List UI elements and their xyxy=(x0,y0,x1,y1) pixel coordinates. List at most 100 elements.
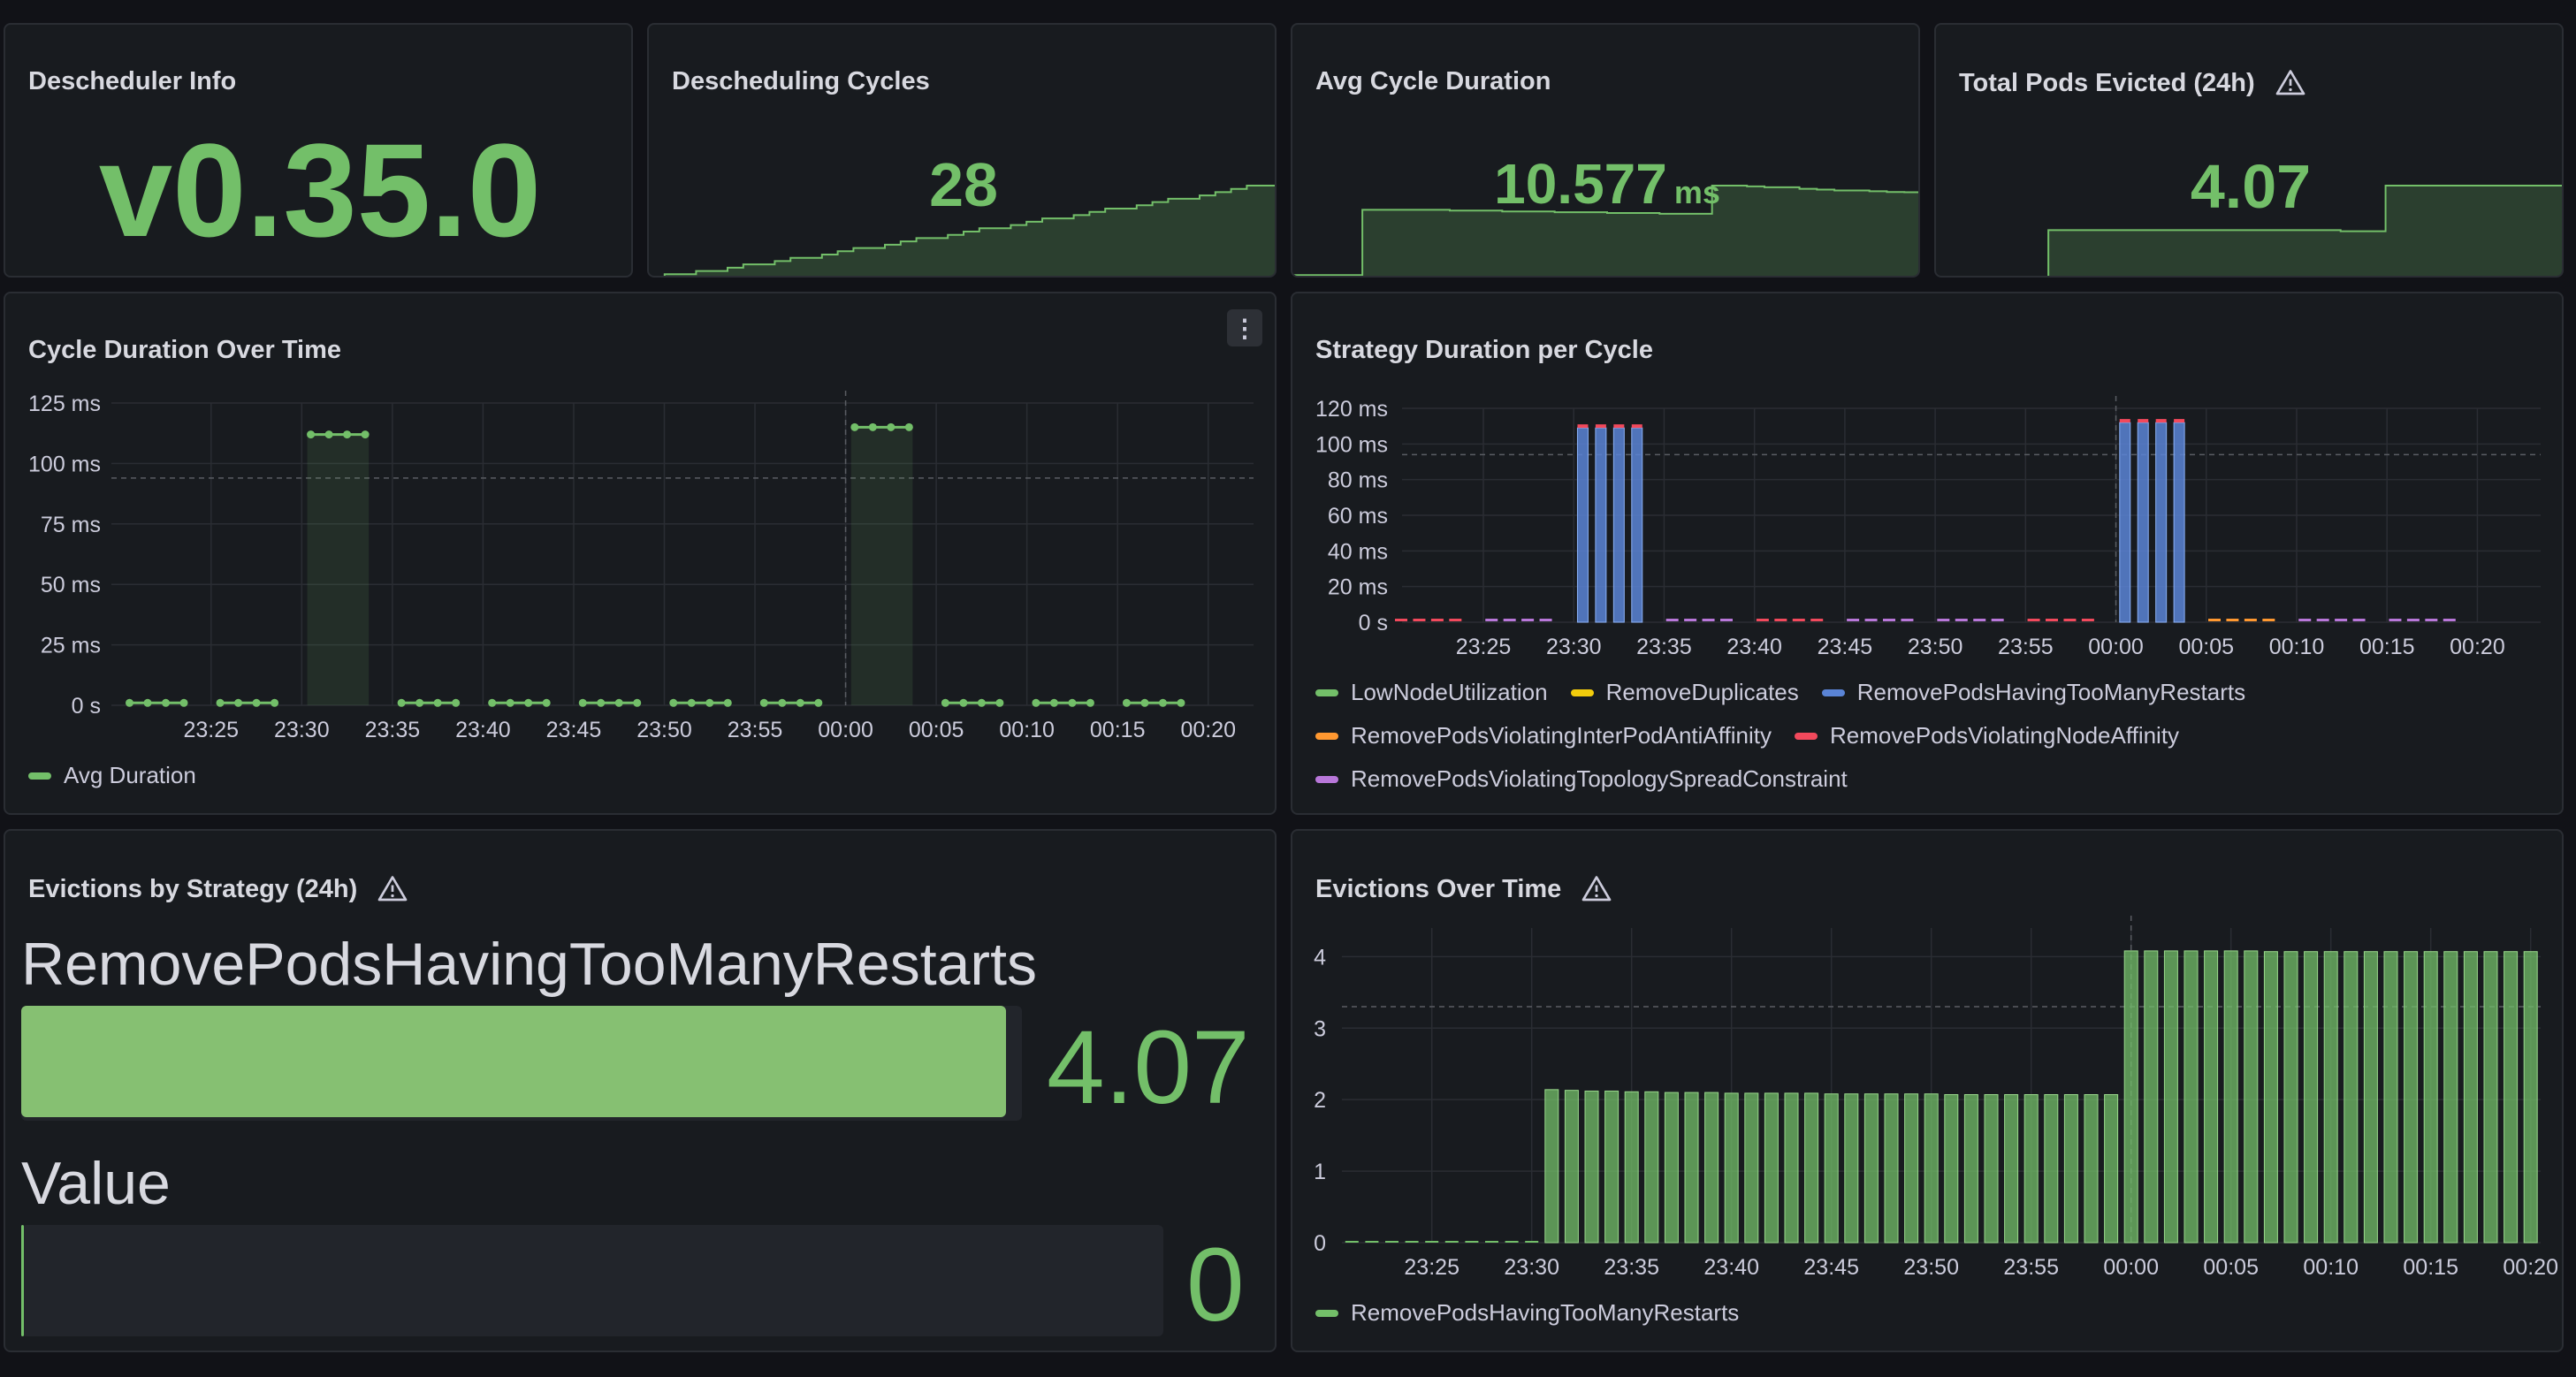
panel-evictions-by-strategy: Evictions by Strategy (24h) RemovePodsHa… xyxy=(4,829,1277,1352)
evicted-value: 4.07 xyxy=(2190,152,2312,221)
panel-total-pods-evicted: Total Pods Evicted (24h) 4.07 xyxy=(1934,23,2564,278)
eviction-bar xyxy=(1684,1092,1699,1244)
strategy-bar xyxy=(1702,619,1715,621)
panel-descheduler-info: Descheduler Info v0.35.0 xyxy=(4,23,633,278)
legend-label: RemovePodsHavingTooManyRestarts xyxy=(1856,679,2246,705)
strategy-bar xyxy=(1395,619,1407,621)
strategy-bar xyxy=(1612,427,1625,623)
strategy-bar xyxy=(1485,619,1498,621)
data-point xyxy=(143,698,152,707)
legend-swatch xyxy=(1570,688,1594,696)
eviction-bar xyxy=(2423,951,2438,1244)
x-tick-label: 23:50 xyxy=(636,718,692,742)
strategy-bar xyxy=(2027,619,2040,621)
data-point xyxy=(397,698,406,707)
eviction-bar xyxy=(1544,1089,1559,1244)
x-tick-label: 23:55 xyxy=(1998,635,2054,659)
strategy-bar xyxy=(1413,619,1426,621)
y-tick-label: 125 ms xyxy=(28,392,101,416)
eviction-bar xyxy=(1485,1241,1498,1243)
data-point xyxy=(452,698,461,707)
strategy-bar xyxy=(1864,619,1878,621)
legend-item[interactable]: RemoveDuplicates xyxy=(1570,679,1799,706)
sparkline-line xyxy=(1292,185,1918,276)
eviction-bar xyxy=(2163,950,2178,1244)
strategy-bar xyxy=(2081,619,2094,621)
eviction-bar xyxy=(2344,951,2359,1244)
eviction-bar xyxy=(1444,1241,1459,1243)
warning-icon[interactable] xyxy=(2275,67,2306,99)
data-point xyxy=(542,698,551,707)
y-tick-label: 0 xyxy=(1314,1231,1326,1256)
panel-cycle-duration-over-time: Cycle Duration Over Time ⋮ 125 ms 100 ms 7… xyxy=(4,292,1277,815)
y-tick-label: 25 ms xyxy=(41,634,101,658)
more-vertical-icon[interactable]: ⋮ xyxy=(1227,309,1262,346)
legend-item[interactable]: LowNodeUtilization xyxy=(1315,679,1548,706)
panel-title-text: Cycle Duration Over Time xyxy=(28,336,342,364)
x-tick-label: 23:30 xyxy=(1504,1255,1559,1280)
strategy-bar xyxy=(2244,619,2257,621)
data-point xyxy=(216,698,225,707)
eviction-bar xyxy=(1804,1092,1819,1244)
data-point xyxy=(669,698,678,707)
sparkline-line xyxy=(2047,185,2562,276)
evicted-sparkline xyxy=(2047,185,2562,276)
x-tick-label: 23:45 xyxy=(1818,635,1873,659)
legend-item[interactable]: RemovePodsHavingTooManyRestarts xyxy=(1821,679,2246,706)
panel-title: Descheduler Info xyxy=(28,67,236,96)
eviction-bar xyxy=(1564,1090,1579,1244)
strategy-bar xyxy=(2119,422,2131,623)
strategy-bar-cap xyxy=(1631,424,1642,429)
eviction-bar xyxy=(2244,950,2259,1244)
strategy-bar xyxy=(1973,619,1986,621)
warning-icon[interactable] xyxy=(377,873,408,905)
x-tick-label: 23:25 xyxy=(1456,635,1512,659)
y-tick-label: 4 xyxy=(1314,945,1326,970)
strategy-bar xyxy=(2137,422,2149,623)
eviction-bar xyxy=(2263,951,2278,1244)
legend-label: RemovePodsViolatingTopologySpreadConstra… xyxy=(1351,765,1848,792)
data-point xyxy=(1032,698,1040,707)
eviction-bar xyxy=(2283,951,2298,1244)
strategy-bar xyxy=(1521,619,1535,621)
eviction-bar xyxy=(2404,951,2419,1244)
x-tick-label: 23:30 xyxy=(274,718,330,742)
x-tick-label: 23:55 xyxy=(728,718,783,742)
strategy-bar xyxy=(1665,619,1679,621)
eviction-bar xyxy=(2463,951,2478,1244)
y-tick-label: 1 xyxy=(1314,1160,1326,1184)
x-tick-label: 00:20 xyxy=(2450,635,2505,659)
x-tick-label: 00:15 xyxy=(1090,718,1146,742)
data-point xyxy=(524,698,533,707)
eviction-bar xyxy=(1963,1094,1978,1244)
legend-item[interactable]: RemovePodsViolatingTopologySpreadConstra… xyxy=(1315,765,2376,793)
legend-item[interactable]: RemovePodsViolatingInterPodAntiAffinity xyxy=(1315,722,1772,749)
bargauge-value: 4.07 xyxy=(1047,1009,1250,1126)
strategy-duration-chart: 120 ms 100 ms 80 ms 60 ms 40 ms 20 ms 0 s 23:25… xyxy=(1315,396,2541,659)
legend-swatch xyxy=(1315,732,1338,740)
x-tick-label: 00:05 xyxy=(2178,635,2234,659)
eviction-bar xyxy=(2084,1094,2099,1244)
legend-item[interactable]: Avg Duration xyxy=(28,762,196,789)
strategy-bar-cap xyxy=(2119,419,2130,423)
panel-title-text: Descheduling Cycles xyxy=(672,67,930,95)
legend-item[interactable]: RemovePodsViolatingNodeAffinity xyxy=(1795,722,2179,749)
avg-duration-number: 10.577 xyxy=(1494,152,1667,216)
legend-item[interactable]: RemovePodsHavingTooManyRestarts xyxy=(1315,1299,1739,1327)
legend-swatch xyxy=(28,772,51,780)
data-point xyxy=(271,698,279,707)
eviction-bar xyxy=(1365,1241,1379,1243)
x-tick-label: 23:30 xyxy=(1546,635,1602,659)
y-tick-label: 50 ms xyxy=(41,573,101,597)
eviction-bar xyxy=(1924,1093,1939,1244)
strategy-bar xyxy=(1955,619,1968,621)
eviction-bar xyxy=(2323,951,2338,1244)
chart-legend: RemovePodsHavingTooManyRestarts xyxy=(1315,1299,1739,1327)
warning-icon[interactable] xyxy=(1581,873,1612,905)
x-tick-label: 23:35 xyxy=(1604,1255,1659,1280)
eviction-bar xyxy=(1904,1093,1919,1244)
strategy-bar xyxy=(1430,619,1444,621)
legend-swatch xyxy=(1315,775,1338,783)
bargauge-track xyxy=(21,1225,1163,1336)
x-tick-label: 23:55 xyxy=(2003,1255,2059,1280)
